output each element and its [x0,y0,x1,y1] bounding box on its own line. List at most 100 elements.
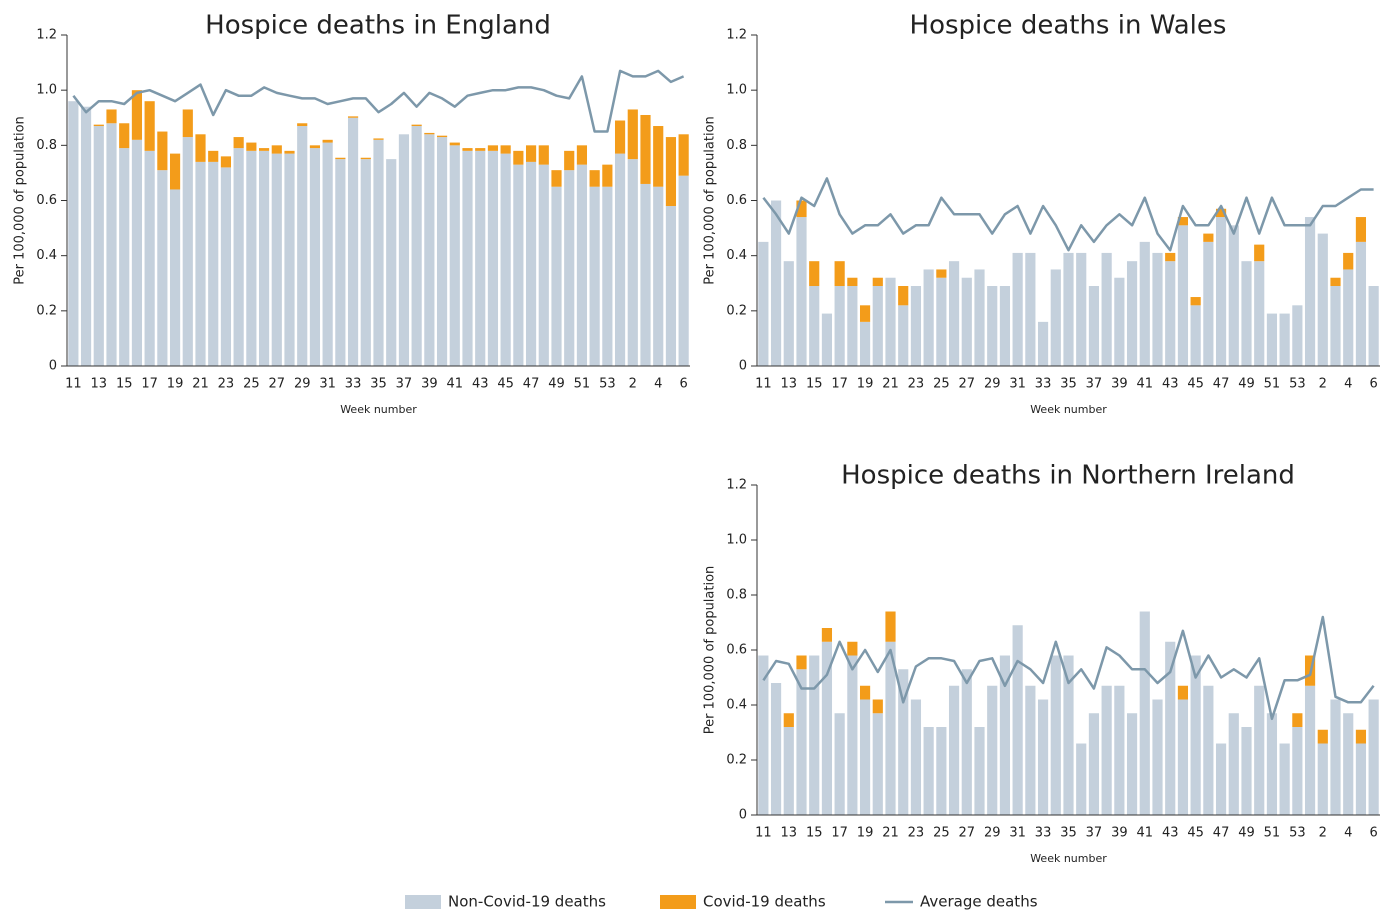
bar-segment [106,123,117,367]
y-axis-label: Per 100,000 of population [703,116,718,285]
bar-segment [513,164,524,366]
panel-title: Hospice deaths in Wales [910,11,1227,41]
bar-segment [1254,244,1265,262]
bar-segment [770,200,782,366]
bar-segment [538,164,549,366]
bar-segment [923,269,934,366]
x-tick-label: 2 [1319,826,1327,841]
x-tick-label: 41 [1137,377,1154,392]
x-tick-label: 17 [831,377,848,392]
bar-segment [948,685,960,815]
bar-segment [1241,727,1252,815]
bar-segment [1241,261,1252,366]
x-tick-label: 43 [472,377,489,392]
bar-segment [119,148,130,366]
x-tick-label: 17 [141,377,158,392]
x-tick-label: 51 [1264,377,1281,392]
bar-segment [551,170,562,187]
x-tick-label: 43 [1162,377,1179,392]
bar-segment [987,685,998,815]
bar-segment [834,286,845,366]
bar-segment [898,669,909,815]
x-tick-label: 29 [294,377,311,392]
x-tick-label: 4 [1344,826,1352,841]
bar-segment [589,186,600,366]
bar-segment [1126,261,1138,366]
x-axis-label: Week number [340,403,417,416]
bar-segment [1266,313,1278,366]
bar-segment [182,137,193,366]
bar-segment [809,261,820,287]
bar-segment [93,126,104,367]
bar-segment [1355,241,1367,366]
bar-segment [885,641,896,815]
x-tick-label: 23 [908,377,925,392]
bar-segment [411,126,422,367]
bar-segment [872,713,883,815]
average-line [762,615,1375,721]
bar-segment [169,153,181,190]
bar-segment [640,183,651,366]
bar-segment [335,157,346,160]
bar-segment [589,170,600,187]
y-tick-label: 0.8 [36,138,57,153]
bar-segment [1304,685,1316,815]
bar-segment [1012,252,1023,366]
x-tick-label: 21 [882,826,899,841]
x-tick-label: 6 [680,377,688,392]
bar-segment [783,261,794,366]
x-tick-label: 33 [1035,826,1052,841]
bar-segment [602,186,613,366]
bar-segment [872,286,883,366]
bar-segment [1292,305,1303,366]
bar-segment [182,109,193,138]
bar-segment [1215,743,1227,815]
y-tick-label: 0.6 [36,193,57,208]
bar-segment [1088,713,1100,815]
bar-segment [1330,286,1341,366]
x-tick-label: 43 [1162,826,1179,841]
y-axis-label: Per 100,000 of population [13,116,28,285]
y-tick-label: 0.8 [726,138,747,153]
bar-segment [195,161,206,366]
bar-segment [1317,233,1328,366]
x-tick-label: 33 [345,377,362,392]
bar-segment [1063,252,1074,366]
bar-segment [564,150,575,171]
y-tick-label: 0.4 [726,698,747,713]
bar-segment [1228,225,1239,366]
x-tick-label: 17 [831,826,848,841]
x-tick-label: 51 [1264,826,1281,841]
bar-segment [1177,685,1189,700]
bar-segment [821,628,833,642]
x-tick-label: 37 [1086,377,1103,392]
bar-segment [1050,269,1061,366]
bar-segment [144,101,155,151]
x-tick-label: 4 [654,377,662,392]
bar-segment [1190,297,1201,306]
bar-segment [974,727,985,815]
bar-segment [961,277,972,366]
bar-segment [233,137,244,149]
y-tick-label: 0.6 [726,193,747,208]
x-tick-label: 47 [1213,826,1230,841]
bar-segment [1266,713,1278,815]
x-tick-label: 23 [218,377,235,392]
bar-segment [1330,699,1341,815]
x-tick-label: 21 [192,377,209,392]
x-tick-label: 31 [1009,377,1026,392]
bar-segment [436,137,448,366]
bar-segment [360,157,371,160]
bar-segment [859,685,871,700]
bar-segment [487,145,499,151]
bar-segment [106,109,117,124]
average-line [72,69,685,133]
bar-segment [1228,713,1239,815]
bar-segment [246,150,257,366]
bar-segment [297,123,308,127]
y-tick-label: 0.2 [726,753,747,768]
x-tick-label: 15 [806,826,823,841]
bar-segment [1037,321,1049,366]
